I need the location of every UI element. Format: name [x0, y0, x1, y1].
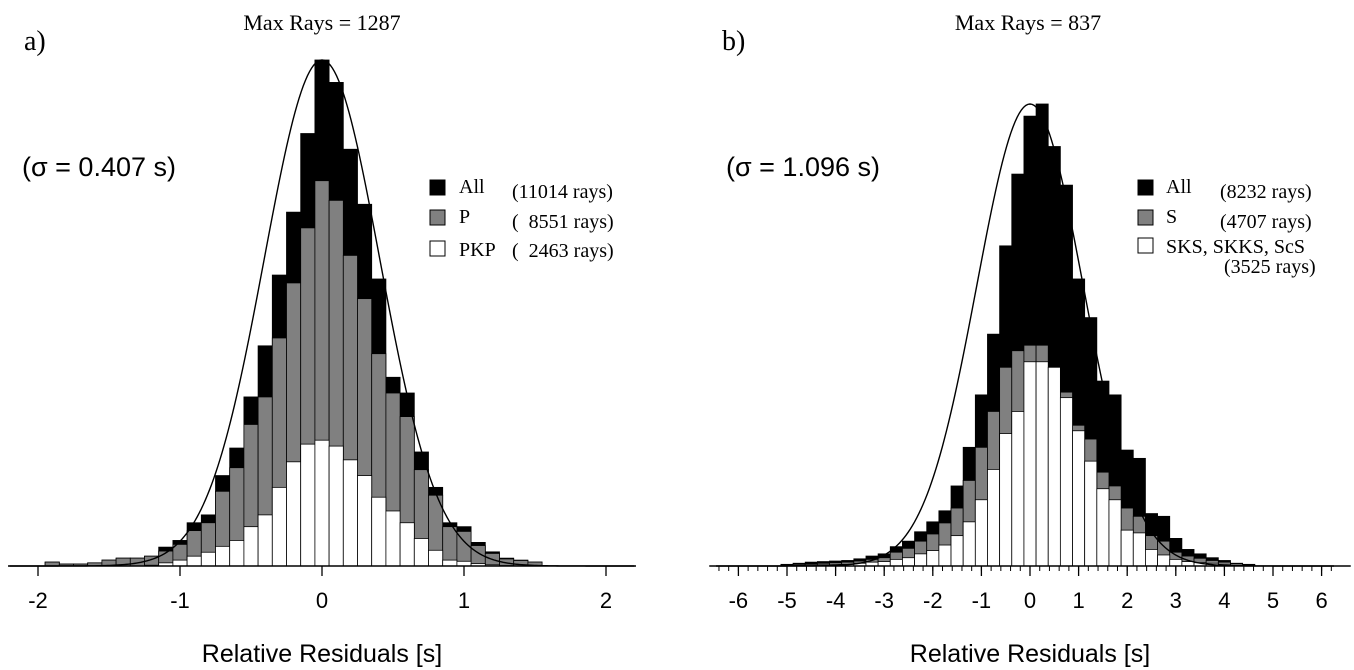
panel-b-bar-2-24	[1072, 430, 1086, 567]
legend-b-count-all: (8232 rays)	[1220, 181, 1312, 203]
panel-a-bars	[44, 59, 543, 567]
panel-b-bar-2-25	[1084, 460, 1098, 567]
legend-b-count-s: (4707 rays)	[1220, 211, 1312, 233]
panel-a-tick-label: 0	[316, 588, 328, 613]
panel-a-bar-2-19	[314, 439, 330, 567]
panel-a-bar-2-12	[215, 545, 231, 567]
panel-a-bar-2-20	[328, 445, 344, 567]
legend-a-label-all: All	[459, 176, 485, 198]
panel-a-bar-2-11	[200, 551, 216, 567]
panel-b-tick-label: -2	[923, 588, 943, 613]
panel-b-bar-2-9	[889, 558, 903, 567]
panel-a-title: Max Rays = 1287	[243, 10, 400, 35]
panel-b-bar-2-23	[1059, 397, 1073, 567]
panel-a-bar-2-25	[399, 522, 415, 567]
panel-a-bar-2-28	[442, 559, 458, 567]
panel-b-label: b)	[722, 26, 745, 57]
legend-a-label-p: P	[459, 206, 470, 228]
panel-b-bar-2-11	[914, 553, 928, 567]
panel-a: a) Max Rays = 1287 (σ = 0.407 s) Relativ…	[8, 10, 636, 668]
legend-b-count-sks: (3525 rays)	[1224, 256, 1316, 278]
panel-b-bar-2-22	[1047, 366, 1061, 567]
panel-b-bar-2-32	[1169, 558, 1183, 567]
panel-b-tick-label: -5	[777, 588, 797, 613]
panel-b-tick-label: -1	[972, 588, 992, 613]
panel-b-bar-2-20	[1023, 361, 1037, 567]
panel-b-bar-2-27	[1108, 499, 1122, 567]
panel-b-tick-label: -4	[826, 588, 846, 613]
panel-a-bar-2-23	[371, 496, 387, 567]
panel-b-bar-2-30	[1145, 549, 1158, 567]
panel-b-ticks: -6 -5 -4 -3 -2 -1 0 1 2 3 4 5 6	[718, 566, 1332, 613]
panel-a-bar-2-9	[172, 559, 188, 567]
panel-a-bar-2-21	[342, 459, 358, 567]
panel-a-bar-2-10	[186, 555, 202, 567]
panel-a-ticks: -2 -1 0 1 2	[28, 566, 612, 613]
panel-b-bar-2-14	[950, 535, 964, 567]
legend-b-label-s: S	[1166, 206, 1177, 228]
legend-a-count-pkp: ( 2463 rays)	[512, 240, 614, 262]
panel-b-legend: All (8232 rays) S (4707 rays) SKS, SKKS,…	[1137, 176, 1316, 278]
panel-a-sigma: (σ = 0.407 s)	[22, 152, 176, 182]
legend-b-swatch-sks	[1137, 237, 1154, 254]
legend-a-swatch-p	[429, 209, 446, 226]
panel-a-bar-2-14	[243, 526, 259, 567]
panel-b-tick-label: 2	[1121, 588, 1133, 613]
legend-a-label-pkp: PKP	[459, 239, 496, 261]
panel-a-label: a)	[24, 26, 46, 57]
panel-b-tick-label: -3	[874, 588, 894, 613]
panel-a-bar-2-18	[300, 443, 316, 567]
panel-a-tick-label: 1	[458, 588, 470, 613]
legend-b-label-all: All	[1166, 176, 1192, 198]
panel-b-bar-2-19	[1011, 411, 1025, 567]
legend-b-swatch-s	[1137, 209, 1154, 226]
panel-b-tick-label: 6	[1315, 588, 1327, 613]
panel-a-tick-label: -1	[170, 588, 190, 613]
panel-a-bar-2-16	[271, 486, 287, 567]
panel-b-bar-2-15	[962, 521, 976, 567]
legend-a-swatch-all	[429, 179, 446, 196]
panel-b-tick-label: 4	[1218, 588, 1230, 613]
panel-a-bar-2-13	[229, 540, 245, 567]
panel-a-bar-2-26	[413, 538, 429, 567]
legend-b-swatch-all	[1137, 179, 1154, 196]
panel-a-tick-label: -2	[28, 588, 48, 613]
panel-a-legend: All (11014 rays) P ( 8551 rays) PKP ( 24…	[429, 176, 614, 262]
legend-b-label-sks: SKS, SKKS, ScS	[1166, 236, 1305, 258]
panel-a-gaussian-curve	[9, 59, 635, 567]
panel-b-bar-2-12	[926, 550, 940, 567]
panel-b-bar-2-18	[999, 433, 1013, 567]
panel-b-title: Max Rays = 837	[955, 10, 1101, 35]
panel-b-bar-2-29	[1132, 532, 1146, 567]
panel-b-bar-2-21	[1035, 361, 1049, 567]
panel-b-bar-2-13	[938, 544, 952, 567]
panel-b-bar-2-28	[1120, 529, 1134, 567]
panel-a-xlabel: Relative Residuals [s]	[202, 640, 442, 668]
panel-b-tick-label: 1	[1072, 588, 1084, 613]
panel-a-bar-2-15	[257, 514, 273, 567]
panel-b-tick-label: 5	[1267, 588, 1279, 613]
panel-b-tick-label: 0	[1024, 588, 1036, 613]
panel-b: b) Max Rays = 837 (σ = 1.096 s) Relative…	[709, 10, 1351, 668]
panel-b-tick-label: -6	[729, 588, 749, 613]
panel-a-bar-2-24	[385, 510, 401, 567]
legend-a-count-all: (11014 rays)	[512, 181, 613, 203]
panel-a-bar-2-22	[357, 475, 373, 567]
panel-a-bar-2-17	[286, 461, 302, 567]
panel-b-tick-label: 3	[1170, 588, 1182, 613]
panel-a-tick-label: 2	[600, 588, 612, 613]
legend-a-count-p: ( 8551 rays)	[512, 211, 614, 233]
panel-b-bar-2-10	[902, 557, 915, 567]
panel-b-xlabel: Relative Residuals [s]	[910, 640, 1150, 668]
panel-b-bar-2-16	[974, 499, 988, 567]
panel-b-sigma: (σ = 1.096 s)	[726, 152, 880, 182]
legend-a-swatch-pkp	[429, 240, 446, 257]
panel-b-bar-2-17	[987, 469, 1001, 567]
panel-b-bar-2-31	[1157, 554, 1171, 567]
panel-b-bar-2-26	[1096, 488, 1110, 567]
panel-a-bar-2-27	[428, 549, 444, 567]
